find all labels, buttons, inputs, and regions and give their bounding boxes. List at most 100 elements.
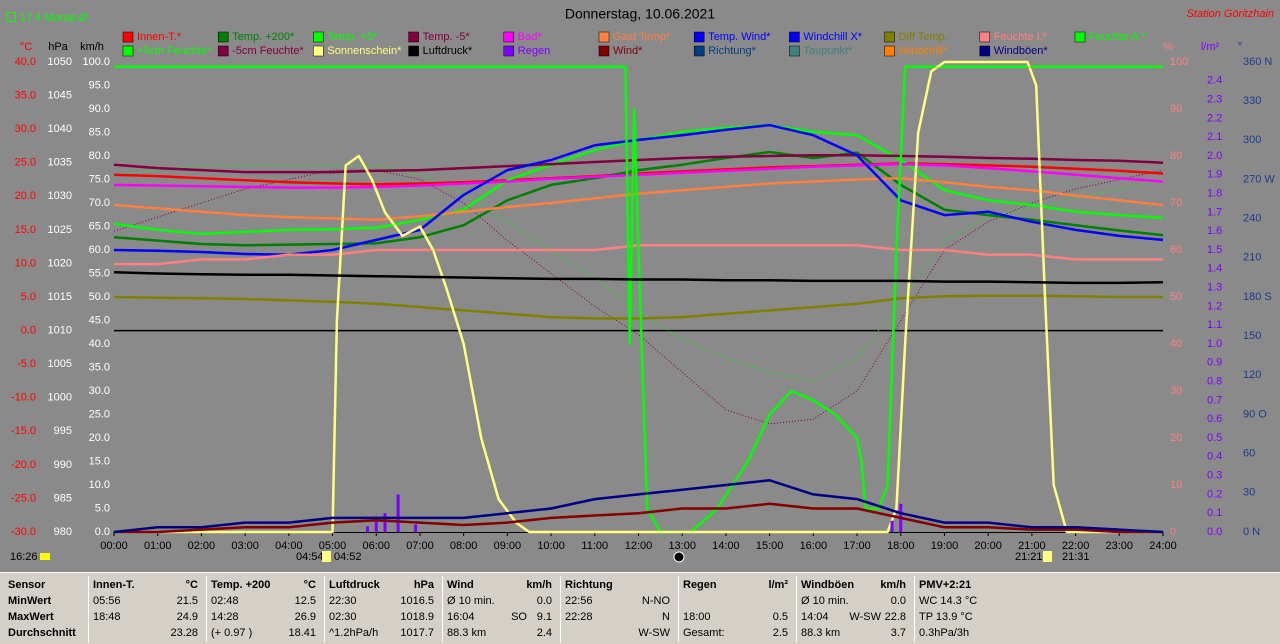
stats-cell: N [662, 611, 670, 623]
y-tick-label: 30.0 [89, 385, 110, 397]
y-tick-label: -5.0 [17, 358, 36, 370]
stats-title: Windböen [801, 579, 854, 591]
y-tick-label: 0 [1170, 526, 1176, 538]
y-tick-label: 10.0 [15, 257, 36, 269]
rain-bar [414, 524, 418, 532]
stats-cell: 3.7 [891, 627, 906, 639]
x-tick-label: 15:00 [756, 540, 784, 552]
y-tick-label: 50.0 [89, 291, 110, 303]
legend-swatch [1074, 31, 1086, 43]
month-icon [6, 12, 16, 22]
y-tick-label: 95.0 [89, 79, 110, 91]
legend-label: Temp. Wind* [708, 31, 771, 43]
stats-cell: 0.0 [891, 595, 906, 607]
y-tick-label: 1010 [48, 324, 72, 336]
y-tick-label: 80 [1170, 150, 1182, 162]
y-tick-label: 75.0 [89, 173, 110, 185]
y-tick-label: 35.0 [15, 89, 36, 101]
legend-label: Innen-T.* [137, 31, 182, 43]
y-tick-label: 270 W [1243, 173, 1275, 185]
legend-label: Gast Temp* [613, 31, 671, 43]
station-name: Station Göritzhain [1187, 8, 1274, 20]
stats-cell: 14:04 [801, 611, 829, 623]
legend-label: -5cm Feuchte* [232, 45, 304, 57]
legend-label: +5cm Feuchte* [137, 45, 212, 57]
legend-label: Windchill X* [803, 31, 862, 43]
stats-cell: SO [511, 611, 527, 623]
y-tick-label: 120 [1243, 369, 1261, 381]
y-tick-label: 1.8 [1207, 188, 1222, 200]
y-tick-label: -25.0 [11, 492, 36, 504]
stats-unit: hPa [414, 579, 435, 591]
y-tick-label: 0.6 [1207, 413, 1222, 425]
sunset-2: 21:31 [1062, 551, 1090, 563]
stats-title: Innen-T. [93, 579, 135, 591]
y-tick-label: -30.0 [11, 526, 36, 538]
legend-label: Windböen* [994, 45, 1049, 57]
x-tick-label: 22:00 [1062, 540, 1090, 552]
series-line [113, 162, 1164, 189]
axis-title: °C [20, 41, 32, 53]
stats-cell: 1017.7 [400, 627, 434, 639]
y-tick-label: 300 [1243, 134, 1261, 146]
legend-swatch [408, 31, 419, 43]
y-tick-label: 85.0 [89, 126, 110, 138]
legend-swatch [408, 45, 419, 57]
y-tick-label: 80.0 [89, 150, 110, 162]
stats-cell: 22:30 [329, 595, 357, 607]
y-tick-label: 1050 [48, 56, 72, 68]
stats-unit: l/m² [768, 579, 788, 591]
legend-swatch [598, 45, 610, 57]
x-tick-label: 08:00 [450, 540, 478, 552]
y-tick-label: 20.0 [89, 432, 110, 444]
stats-title: PMV+2:21 [919, 579, 971, 591]
x-tick-label: 05:00 [319, 540, 347, 552]
x-tick-label: 17:00 [843, 540, 871, 552]
sun-icon [1043, 551, 1052, 562]
sunset: 21:21 [1015, 551, 1043, 563]
y-tick-label: 0 N [1243, 526, 1260, 538]
y-tick-label: 60.0 [89, 244, 110, 256]
y-tick-label: 15.0 [89, 455, 110, 467]
series-line [113, 176, 1164, 222]
stats-title: Regen [683, 579, 717, 591]
stats-cell: WC 14.3 °C [919, 595, 977, 607]
stats-row-label: Durchschnitt [8, 627, 76, 639]
x-tick-label: 07:00 [406, 540, 434, 552]
y-tick-label: 240 [1243, 213, 1261, 225]
y-tick-label: 2.2 [1207, 112, 1222, 124]
y-tick-label: 0.5 [1207, 432, 1222, 444]
x-tick-label: 23:00 [1106, 540, 1134, 552]
axis-title: km/h [80, 41, 104, 53]
stats-cell: 18:00 [683, 611, 711, 623]
legend-swatch [122, 31, 134, 43]
y-tick-label: 1.2 [1207, 300, 1222, 312]
stats-cell: 02:30 [329, 611, 357, 623]
legend-label: Temp. -5* [423, 31, 471, 43]
legend-swatch [598, 31, 610, 43]
y-tick-label: 1005 [48, 358, 72, 370]
x-tick-label: 02:00 [188, 540, 216, 552]
series-line [113, 270, 1164, 285]
series-line [113, 162, 1164, 186]
stats-cell: 9.1 [537, 611, 552, 623]
y-tick-label: 45.0 [89, 314, 110, 326]
y-tick-label: 1.7 [1207, 206, 1222, 218]
stats-cell: 14:28 [211, 611, 239, 623]
y-tick-label: -20.0 [11, 459, 36, 471]
y-tick-label: 90.0 [89, 103, 110, 115]
x-tick-label: 21:00 [1018, 540, 1046, 552]
stats-row-label: MaxWert [8, 611, 54, 623]
x-tick-label: 11:00 [581, 540, 608, 552]
y-tick-label: 0.3 [1207, 470, 1222, 482]
rain-bar [374, 516, 378, 532]
stats-cell: 12.5 [295, 595, 316, 607]
series-line [114, 60, 1163, 534]
y-tick-label: 30 [1243, 487, 1255, 499]
current-time: 16:26 [10, 551, 38, 563]
sun-icon [322, 551, 331, 562]
x-tick-label: 03:00 [231, 540, 259, 552]
legend-label: Temp. +200* [232, 31, 295, 43]
legend-swatch [693, 45, 705, 57]
y-tick-label: 90 [1170, 103, 1182, 115]
